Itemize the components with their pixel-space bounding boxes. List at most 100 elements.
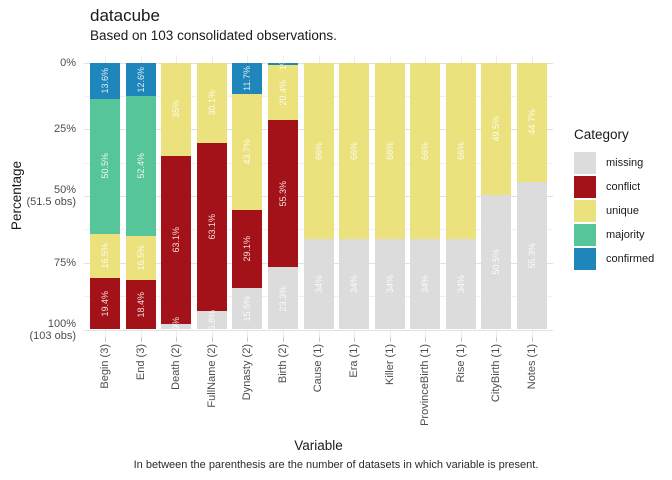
bar-segment-label: 11.7% xyxy=(242,65,253,91)
bar-segment-missing: 50.5% xyxy=(481,194,512,330)
x-tick-label-text: Cause (1) xyxy=(312,344,325,393)
bar-segment-label: 63.1% xyxy=(206,214,217,240)
plot-panel: 13.6% 50.5% 16.5% 19.4% 12.6% 52.4% 16.5% 18.4%… xyxy=(84,55,553,337)
stacked-bar: 66% 34% xyxy=(374,62,405,330)
bar-segment-label: 20.4% xyxy=(277,79,288,106)
bar-segment-unique: 66% xyxy=(303,62,334,239)
x-tick-label-text: CityBirth (1) xyxy=(490,344,503,403)
x-tick-label: Era (1) xyxy=(336,344,372,378)
y-tick-label-sub: (103 obs) xyxy=(29,329,76,342)
bar-segment-missing: 6.8% xyxy=(196,310,227,331)
y-tick-label-main: 75% xyxy=(53,256,76,269)
bar-segment-majority: 50.5% xyxy=(90,98,121,234)
stacked-bar: 11.7% 43.7% 29.1% 15.5% xyxy=(232,62,263,330)
bar-segment-unique: 44.7% xyxy=(516,62,547,182)
bar-segment-label: 49.5% xyxy=(491,115,502,142)
x-tick-label: Notes (1) xyxy=(514,344,550,389)
stacked-bar: 66% 34% xyxy=(410,62,441,330)
bar-segment-label: 66% xyxy=(384,141,395,160)
bar-segment-label: 55.3% xyxy=(526,242,537,269)
bar-segment-unique: 16.5% xyxy=(125,236,156,281)
y-tick-label: 50% (51.5 obs) xyxy=(0,184,76,208)
legend: Category missing conflict unique majority co… xyxy=(574,127,654,272)
stacked-bar: 13.6% 50.5% 16.5% 19.4% xyxy=(90,62,121,330)
y-tick-label: 0% xyxy=(0,57,76,69)
bar-segment-conflict: 63.1% xyxy=(161,155,192,325)
y-tick-label-sub: (51.5 obs) xyxy=(26,196,76,208)
bar-segment-unique: 66% xyxy=(339,62,370,239)
bar-segment-unique: 49.5% xyxy=(481,62,512,195)
bar-segment-missing: 15.5% xyxy=(232,288,263,330)
legend-item-missing: missing xyxy=(574,152,654,174)
legend-item-label: unique xyxy=(606,205,640,217)
bar-segment-confirmed: 12.6% xyxy=(125,62,156,97)
bar-segment-unique: 43.7% xyxy=(232,93,263,211)
bar-segment-label: 34% xyxy=(420,275,431,294)
bar-segment-label: 34% xyxy=(313,275,324,294)
x-tick-label-text: Birth (2) xyxy=(276,344,289,384)
x-tick-mark xyxy=(425,337,427,342)
legend-item-label: confirmed xyxy=(606,253,655,265)
y-tick-label: 100% (103 obs) xyxy=(0,318,76,342)
legend-item-conflict: conflict xyxy=(574,176,654,198)
x-tick-label-text: Rise (1) xyxy=(454,344,467,383)
bar-segment-label: 35% xyxy=(171,100,182,119)
bar-segment-label: 23.3% xyxy=(277,285,288,312)
stacked-bar: 30.1% 63.1% 6.8% xyxy=(196,62,227,331)
x-tick-label: CityBirth (1) xyxy=(478,344,514,402)
bar-segment-label: 16.5% xyxy=(135,245,146,271)
bar-segment-missing: 34% xyxy=(445,238,476,330)
bar-segment-unique: 35% xyxy=(161,62,192,156)
bar-segment-confirmed: 11.7% xyxy=(232,62,263,94)
legend-key-swatch xyxy=(574,200,596,222)
bar-segment-label: 30.1% xyxy=(206,89,217,116)
stacked-bar: 66% 34% xyxy=(303,62,334,330)
bar-segment-label: 66% xyxy=(313,141,324,160)
bar-segment-label: 50.5% xyxy=(491,249,502,275)
bar-segment-unique: 20.4% xyxy=(267,65,298,120)
bar-segment-missing: 1.9% xyxy=(161,317,192,337)
bar-segment-label: 63.1% xyxy=(171,227,182,253)
y-tick-label-main: 50% xyxy=(53,184,76,196)
bar-segment-unique: 16.5% xyxy=(90,233,121,278)
bar-segment-label: 44.7% xyxy=(526,109,537,135)
plot-caption: In between the parenthesis are the numbe… xyxy=(133,459,539,471)
bar-segment-confirmed: 13.6% xyxy=(90,62,121,99)
x-tick-mark xyxy=(176,337,178,342)
y-tick-label-main: 25% xyxy=(53,123,76,136)
legend-item-majority: majority xyxy=(574,224,654,246)
bar-segment-label: 15.5% xyxy=(242,296,253,322)
x-tick-label: Cause (1) xyxy=(301,344,337,392)
stacked-bar: 12.6% 52.4% 16.5% 18.4% xyxy=(125,62,156,330)
bar-segment-label: 12.6% xyxy=(135,66,146,93)
legend-key-swatch xyxy=(574,224,596,246)
legend-key-swatch xyxy=(574,176,596,198)
bar-segment-label: 1% xyxy=(277,57,288,71)
bar-segment-label: 34% xyxy=(349,275,360,294)
bar-segment-label: 66% xyxy=(349,141,360,160)
bar-segment-conflict: 29.1% xyxy=(232,210,263,289)
x-tick-mark xyxy=(318,337,320,342)
x-tick-label: Birth (2) xyxy=(265,344,301,383)
y-tick-label-main: 100% xyxy=(47,317,76,330)
bar-segment-conflict: 19.4% xyxy=(90,277,121,330)
bar-segment-unique: 66% xyxy=(410,62,441,239)
bar-segment-conflict: 63.1% xyxy=(196,142,227,312)
bar-segment-missing: 34% xyxy=(303,238,334,330)
x-tick-label-text: Notes (1) xyxy=(525,344,538,390)
x-tick-label-text: Era (1) xyxy=(348,344,360,378)
x-tick-label: Killer (1) xyxy=(372,344,408,385)
x-tick-label: ProvinceBirth (1) xyxy=(407,344,443,426)
stacked-bar: 1% 20.4% 55.3% 23.3% xyxy=(267,57,298,330)
legend-item-confirmed: confirmed xyxy=(574,248,654,270)
bar-segment-conflict: 55.3% xyxy=(267,119,298,268)
x-tick-mark xyxy=(105,337,107,342)
bar-segment-label: 66% xyxy=(420,141,431,160)
legend-items: missing conflict unique majority confirmed xyxy=(574,152,654,270)
bar-segment-label: 1.9% xyxy=(171,316,182,338)
x-tick-label-text: Begin (3) xyxy=(99,344,112,389)
x-tick-mark xyxy=(211,337,213,342)
bar-segment-label: 34% xyxy=(455,275,466,294)
bar-segment-label: 34% xyxy=(384,275,395,294)
